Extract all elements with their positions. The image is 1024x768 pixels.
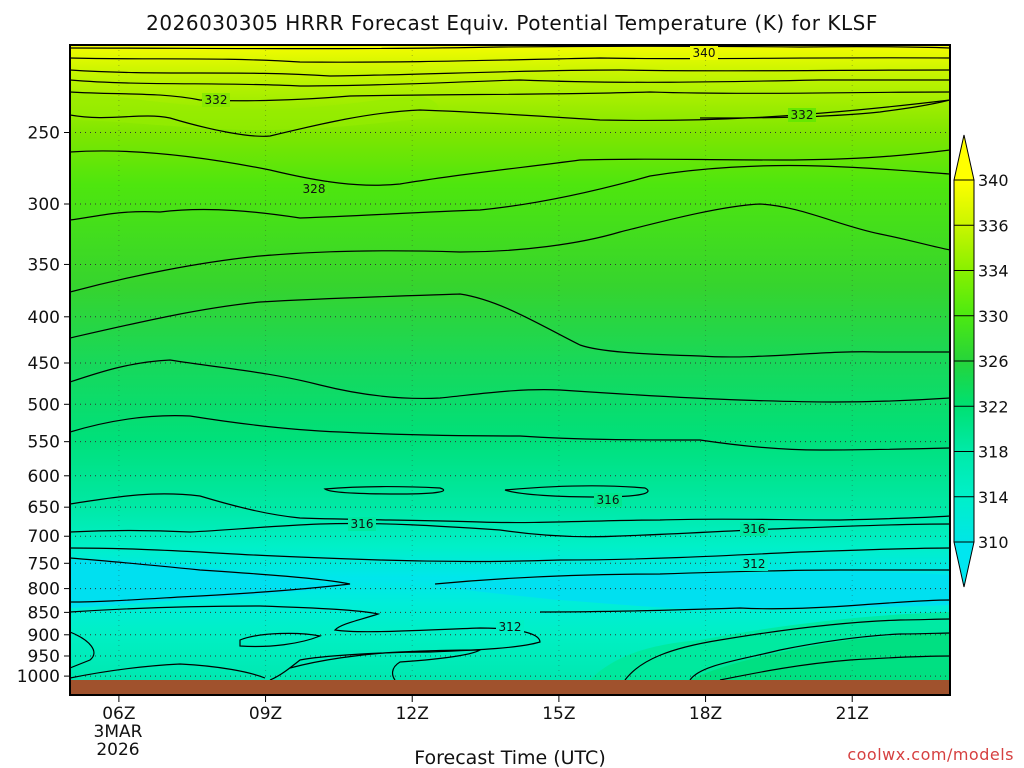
contour-332 <box>70 91 950 102</box>
contour-label-bg-332a <box>202 93 230 107</box>
contour-label-bg-328 <box>300 182 328 196</box>
contour-318 <box>70 493 950 524</box>
contour-317-b <box>504 485 649 498</box>
contour-316-right <box>689 632 950 680</box>
contour-label-340: 340 <box>693 46 716 60</box>
contour-320 <box>70 415 950 451</box>
chart-title: 2026030305 HRRR Forecast Equiv. Potentia… <box>146 11 878 35</box>
ground-surface <box>70 680 950 695</box>
contour-328 <box>70 164 950 221</box>
contour-label-332b: 332 <box>791 108 814 122</box>
x-tick-label: 12Z <box>396 704 429 724</box>
contour-label-316b: 316 <box>597 493 620 507</box>
contour-label-bg-312a <box>740 557 768 571</box>
y-tick-label: 550 <box>28 433 60 453</box>
contour-318-right <box>719 655 950 680</box>
contour-313-mid <box>289 649 483 680</box>
y-tick-label: 800 <box>28 580 60 600</box>
colorbar-label: 322 <box>978 397 1009 416</box>
x-axis: 06Z 09Z 12Z 15Z 18Z 21Z <box>102 695 869 724</box>
y-axis: 250 300 350 400 450 500 550 600 650 700 750 800 850 9… <box>17 123 70 687</box>
y-tick-label: 700 <box>28 527 60 547</box>
x-tick-label: 15Z <box>542 704 575 724</box>
contour-lines <box>70 45 950 680</box>
y-tick-label: 250 <box>28 123 60 143</box>
x-axis-label: Forecast Time (UTC) <box>414 747 605 768</box>
colorbar-label: 318 <box>978 443 1009 462</box>
contour-332b <box>70 99 950 137</box>
min-theta-pocket-right <box>435 571 950 610</box>
contour-label-bg-340 <box>690 46 718 60</box>
credit-text: coolwx.com/models <box>847 745 1014 764</box>
x-tick-label: 09Z <box>249 704 282 724</box>
colorbar-label: 326 <box>978 352 1009 371</box>
contour-313-surface <box>70 663 266 679</box>
plot-area <box>70 45 950 680</box>
colorbar: 340 336 334 330 326 322 318 314 310 <box>953 134 1009 588</box>
y-tick-label: 850 <box>28 603 60 623</box>
contour-330b <box>699 99 950 119</box>
contour-338 <box>70 57 950 63</box>
y-tick-label: 450 <box>28 354 60 374</box>
contour-322 <box>70 359 950 403</box>
contour-340 <box>70 45 950 50</box>
colorbar-label: 330 <box>978 307 1009 326</box>
colorbar-label: 336 <box>978 216 1009 235</box>
contour-310-low <box>70 631 95 669</box>
contour-314 <box>70 547 950 563</box>
date-line-year: 2026 <box>96 740 139 760</box>
plot-frame <box>69 44 951 696</box>
y-tick-label: 350 <box>28 255 60 275</box>
contour-314-right <box>624 618 950 680</box>
warm-surface-right-2 <box>690 633 950 680</box>
upper-warm-pocket <box>70 90 439 131</box>
y-tick-label: 650 <box>28 498 60 518</box>
x-tick-label: 06Z <box>102 704 135 724</box>
contour-label-332a: 332 <box>205 93 228 107</box>
contour-label-bg-332b <box>788 108 816 122</box>
min-theta-pocket-left <box>70 559 350 608</box>
contour-label-bg-316b <box>594 493 622 507</box>
contour-label-bg-316c <box>740 522 768 536</box>
x-tick-label: 18Z <box>689 704 722 724</box>
contour-labels: 340 332 332 328 316 316 316 312 312 <box>202 46 816 634</box>
colorbar-label: 314 <box>978 488 1009 507</box>
contour-label-316a: 316 <box>351 517 374 531</box>
contour-312-lower <box>70 605 541 680</box>
colorbar-top-arrow <box>953 134 975 181</box>
contour-312-upper <box>70 557 351 603</box>
y-tick-label: 900 <box>28 626 60 646</box>
contour-311-a <box>239 632 323 648</box>
contour-326 <box>70 203 950 293</box>
contour-label-328: 328 <box>303 182 326 196</box>
y-tick-label: 600 <box>28 467 60 487</box>
contour-316 <box>70 522 950 538</box>
contour-317-a <box>323 486 445 495</box>
x-tick-label: 21Z <box>836 704 869 724</box>
y-tick-label: 750 <box>28 554 60 574</box>
contour-324 <box>70 293 950 358</box>
y-tick-label: 300 <box>28 195 60 215</box>
contour-label-316c: 316 <box>743 522 766 536</box>
contour-label-bg-316a <box>348 517 376 531</box>
grid-lines <box>70 45 950 680</box>
colorbar-label: 340 <box>978 171 1009 190</box>
contour-312-far <box>539 599 950 613</box>
y-tick-label: 500 <box>28 395 60 415</box>
y-tick-label: 400 <box>28 308 60 328</box>
colorbar-label: 334 <box>978 262 1009 281</box>
contour-label-312a: 312 <box>743 557 766 571</box>
contour-334 <box>70 79 950 87</box>
y-tick-label: 950 <box>28 647 60 667</box>
contour-330 <box>70 149 950 186</box>
contour-312-right <box>434 569 950 585</box>
date-line-day: 3MAR <box>94 722 143 742</box>
colorbar-label: 310 <box>978 533 1009 552</box>
y-tick-label: 1000 <box>17 667 60 687</box>
colorbar-bottom-arrow <box>953 541 975 588</box>
contour-label-bg-312b <box>496 620 524 634</box>
contour-label-312b: 312 <box>499 620 522 634</box>
contour-336 <box>70 69 950 77</box>
